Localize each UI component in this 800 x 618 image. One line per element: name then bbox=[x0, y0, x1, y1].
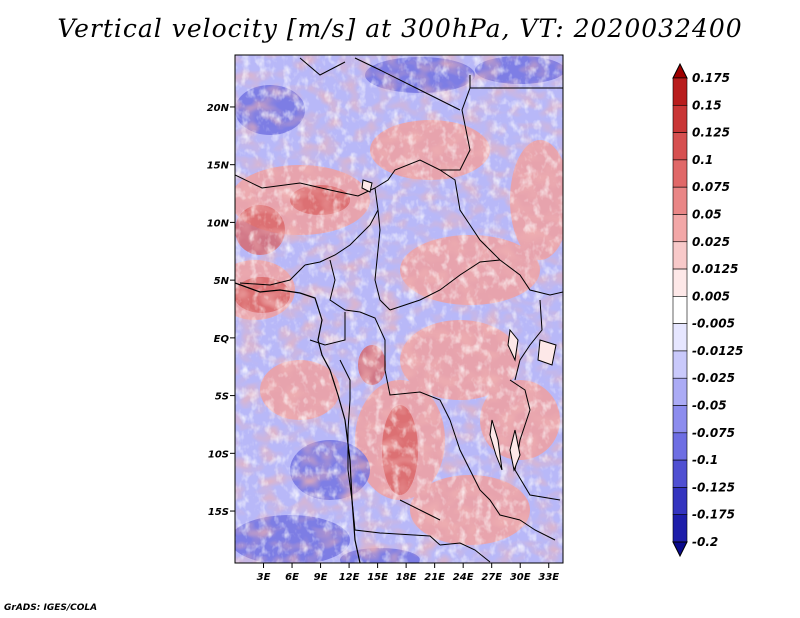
colorbar-swatch bbox=[672, 132, 688, 161]
lon-tick-label: 6E bbox=[285, 572, 299, 583]
lon-tick-label: 30E bbox=[510, 572, 531, 583]
colorbar-label: -0.0125 bbox=[692, 344, 743, 358]
colorbar-swatch bbox=[672, 268, 688, 297]
lon-tick-label: 12E bbox=[339, 572, 360, 583]
credit-label: GrADS: IGES/COLA bbox=[4, 603, 98, 613]
colorbar-swatch bbox=[672, 186, 688, 215]
lon-tick-label: 27E bbox=[481, 572, 502, 583]
lat-tick-label: 15S bbox=[208, 507, 229, 518]
colorbar-swatch bbox=[672, 104, 688, 133]
lat-tick-label: 10S bbox=[208, 449, 229, 460]
lat-axis: 20N 15N 10N 5N EQ 5S 10S 15S bbox=[207, 103, 235, 518]
colorbar-swatch bbox=[672, 405, 688, 434]
colorbar-label: -0.075 bbox=[692, 426, 735, 440]
colorbar-label: 0.1 bbox=[692, 153, 713, 167]
lat-tick-label: 20N bbox=[207, 103, 230, 114]
colorbar-swatch bbox=[672, 459, 688, 488]
colorbar-label: -0.2 bbox=[692, 535, 718, 549]
colorbar-label: -0.025 bbox=[692, 371, 735, 385]
lat-tick-label: 15N bbox=[207, 161, 230, 172]
colorbar-label: -0.005 bbox=[692, 317, 735, 331]
colorbar-swatch bbox=[672, 241, 688, 270]
colorbar-swatch bbox=[672, 514, 688, 543]
lon-tick-label: 3E bbox=[257, 572, 271, 583]
colorbar-swatch bbox=[672, 214, 688, 243]
colorbar-label: 0.15 bbox=[692, 98, 722, 112]
colorbar-swatch bbox=[672, 487, 688, 516]
lon-tick-label: 18E bbox=[396, 572, 417, 583]
colorbar-label: -0.1 bbox=[692, 453, 718, 467]
colorbar-label: 0.005 bbox=[692, 289, 730, 303]
colorbar-label: -0.175 bbox=[692, 508, 735, 522]
colorbar-label: 0.175 bbox=[692, 71, 730, 85]
colorbar-label: 0.025 bbox=[692, 235, 730, 249]
lon-tick-label: 15E bbox=[367, 572, 388, 583]
colorbar-min-arrow bbox=[672, 541, 688, 558]
colorbar-swatch bbox=[672, 296, 688, 324]
lon-tick-label: 33E bbox=[538, 572, 559, 583]
lat-tick-label: 5S bbox=[215, 392, 229, 403]
colorbar-swatch bbox=[672, 323, 688, 352]
lat-tick-label: EQ bbox=[214, 334, 230, 345]
colorbar-label: 0.0125 bbox=[692, 262, 738, 276]
country-borders bbox=[235, 57, 563, 563]
colorbar-max-arrow bbox=[672, 62, 688, 79]
colorbar: 0.175 0.15 0.125 0.1 0.075 0.05 0.025 0.0125 0.0… bbox=[672, 62, 743, 558]
lat-tick-label: 10N bbox=[207, 218, 230, 229]
colorbar-label: -0.05 bbox=[692, 399, 727, 413]
lon-axis: 3E 6E 9E 12E 15E 18E 21E 24E 27E 30E 33E bbox=[257, 563, 559, 583]
colorbar-swatch bbox=[672, 159, 688, 188]
lon-tick-label: 21E bbox=[424, 572, 445, 583]
colorbar-label: -0.125 bbox=[692, 480, 735, 494]
colorbar-swatch bbox=[672, 377, 688, 406]
chart-title: Vertical velocity [m/s] at 300hPa, VT: 2… bbox=[57, 14, 743, 43]
lat-tick-label: 5N bbox=[214, 276, 230, 287]
colorbar-swatch bbox=[672, 77, 688, 106]
colorbar-swatch bbox=[672, 432, 688, 461]
colorbar-label: 0.075 bbox=[692, 180, 730, 194]
lon-tick-label: 24E bbox=[453, 572, 474, 583]
colorbar-label: 0.05 bbox=[692, 207, 722, 221]
colorbar-label: 0.125 bbox=[692, 126, 730, 140]
lon-tick-label: 9E bbox=[314, 572, 328, 583]
map-frame bbox=[234, 54, 564, 564]
velocity-field bbox=[235, 55, 563, 563]
colorbar-swatch bbox=[672, 350, 688, 379]
